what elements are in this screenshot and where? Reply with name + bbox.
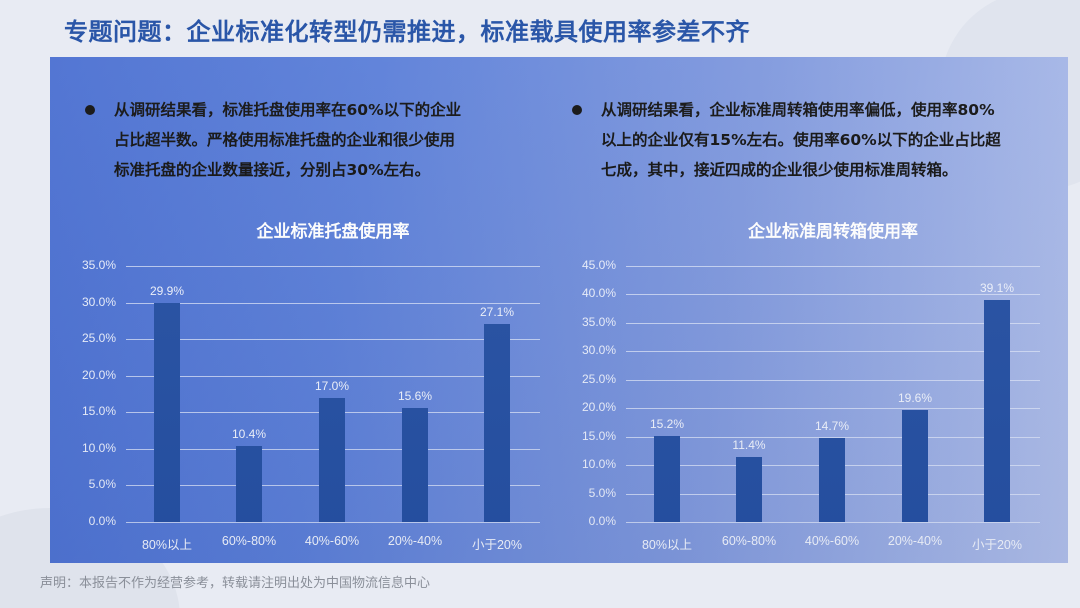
bullet-line: 标准托盘的企业数量接近，分别占30%左右。 [114,161,431,179]
y-axis-tick: 30.0% [81,294,116,309]
y-axis-tick: 5.0% [588,485,616,500]
y-axis-tick: 20.0% [81,367,116,382]
bar-value-label: 14.7% [814,419,850,434]
gridline [626,379,1040,381]
gridline [126,302,540,304]
bar [154,303,180,522]
bullet-line: 占比超半数。严格使用标准托盘的企业和很少使用 [114,131,456,149]
y-axis-tick: 15.0% [81,404,116,419]
gridline [126,266,540,267]
bar-value-label: 15.2% [649,416,685,431]
x-axis-category: 40%-60% [304,534,360,548]
x-axis-category: 40%-60% [804,534,860,548]
bar [736,457,762,522]
x-axis-category: 80%以上 [141,538,193,552]
gridline [626,522,1040,523]
gridline [626,351,1040,353]
y-axis-tick: 35.0% [581,314,616,329]
x-axis-category: 小于20% [971,538,1023,552]
bar-value-label: 29.9% [149,284,185,299]
bar-value-label: 11.4% [732,438,766,453]
bar [236,445,262,522]
disclaimer-footer: 声明：本报告不作为经营参考，转载请注明出处为中国物流信息中心 [40,576,431,591]
bullet-line: 以上的企业仅有15%左右。使用率60%以下的企业占比超 [601,131,1001,149]
bullet-line: 从调研结果看，企业标准周转箱使用率偏低，使用率80% [601,101,995,119]
y-axis-tick: 25.0% [581,371,616,386]
gridline [626,408,1040,410]
bar [819,438,845,522]
y-axis-tick: 45.0% [581,258,616,272]
x-axis-category: 60%-80% [221,534,277,548]
x-axis-category: 20%-40% [387,534,443,548]
left-bullet: 从调研结果看，标准托盘使用率在60%以下的企业 占比超半数。严格使用标准托盘的企… [85,95,525,185]
y-axis-tick: 5.0% [88,477,116,492]
content-panel: 从调研结果看，标准托盘使用率在60%以下的企业 占比超半数。严格使用标准托盘的企… [50,57,1068,563]
bar [902,410,928,522]
gridline [626,322,1040,324]
y-axis-tick: 35.0% [81,258,116,272]
y-axis-tick: 10.0% [81,440,116,455]
gridline [626,266,1040,267]
bar [654,435,680,522]
chart-title-crate: 企业标准周转箱使用率 [748,222,918,242]
chart-title-pallet: 企业标准托盘使用率 [256,222,410,242]
y-axis-tick: 40.0% [581,286,616,301]
bar-value-label: 17.0% [314,378,350,393]
y-axis-tick: 0.0% [88,514,116,528]
gridline [126,375,540,377]
x-axis-category: 80%以上 [641,538,693,552]
bar-value-label: 27.1% [479,304,515,319]
bullet-line: 从调研结果看，标准托盘使用率在60%以下的企业 [114,101,462,119]
y-axis-tick: 0.0% [588,514,616,528]
right-bullet: 从调研结果看，企业标准周转箱使用率偏低，使用率80% 以上的企业仅有15%左右。… [572,95,1062,185]
x-axis-category: 20%-40% [887,534,943,548]
bar [984,299,1010,522]
x-axis-category: 小于20% [471,538,523,552]
bar-value-label: 15.6% [397,388,433,403]
x-axis-category: 60%-80% [721,534,777,548]
page-title: 专题问题：企业标准化转型仍需推进，标准载具使用率参差不齐 [64,18,750,46]
gridline [126,522,540,523]
y-axis-tick: 30.0% [581,343,616,358]
gridline [626,294,1040,296]
bullet-line: 七成，其中，接近四成的企业很少使用标准周转箱。 [601,161,958,179]
bar-value-label: 19.6% [897,391,933,406]
gridline [126,339,540,341]
bar-value-label: 10.4% [231,426,267,441]
bar [319,397,345,522]
y-axis-tick: 10.0% [581,457,616,472]
y-axis-tick: 20.0% [581,400,616,415]
gridline [626,436,1040,438]
bar-value-label: 39.1% [979,280,1015,295]
bullet-dot-icon [572,105,582,115]
bar [402,407,428,522]
bullet-dot-icon [85,105,95,115]
bar [484,323,510,522]
y-axis-tick: 15.0% [581,428,616,443]
y-axis-tick: 25.0% [81,331,116,346]
